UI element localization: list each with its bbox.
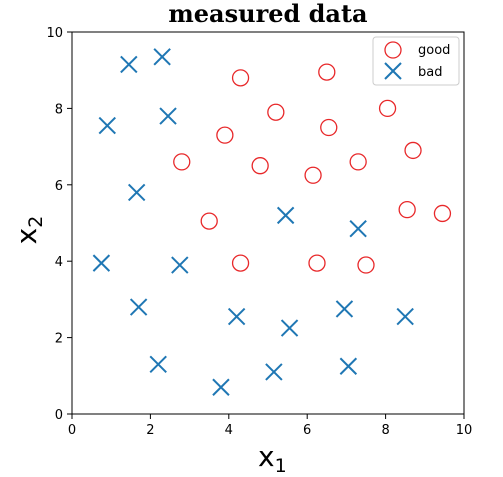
legend: good bad [372,36,460,86]
good-point [304,166,322,184]
y-tick-label: 10 [46,26,63,41]
x-tick-label: 4 [225,423,233,438]
plot-frame [71,31,465,415]
bad-point [92,254,111,272]
bad-point [396,307,414,326]
bad-point [129,298,148,316]
bad-point [127,183,146,202]
y-tick-label: 8 [55,102,63,117]
x-tick-label: 10 [456,423,473,438]
good-point [231,69,250,87]
bad-point [265,363,283,381]
y-tick-label: 0 [55,408,63,423]
x-tick-label: 2 [146,423,154,438]
good-point [216,126,234,144]
good-point [251,157,269,175]
bad-point [339,357,358,375]
bad-point [153,48,171,66]
bad-point [120,55,138,74]
chart-title: measured data [168,0,367,28]
y-tick-label: 4 [55,255,63,270]
bad-point [159,107,177,125]
data-points [92,48,452,396]
x-tick-label: 6 [303,423,311,438]
bad-point [349,220,367,238]
good-point [320,118,338,137]
bad-point [335,300,354,318]
y-axis-label-subscript: 2 [25,216,47,228]
x-tick-label: 8 [381,423,389,438]
good-point [378,99,397,118]
x-axis-label: x1 [258,440,287,477]
bad-point [98,116,116,135]
y-tick-label: 6 [55,179,63,194]
legend-bad-marker [384,62,402,80]
legend-good-marker [384,41,402,59]
bad-point [149,355,167,374]
good-point [200,212,218,230]
bad-point [280,319,299,337]
good-point [357,256,375,274]
good-point [173,153,191,171]
bad-point [171,256,189,274]
x-axis-ticks: 0 2 4 6 8 10 [68,414,472,438]
y-axis-ticks: 0 2 4 6 8 10 [46,26,72,423]
good-point [231,254,250,272]
good-point [404,141,422,160]
good-point [398,200,416,219]
x-tick-label: 0 [68,423,76,438]
legend-good-label: good [418,43,450,58]
good-point [349,153,367,171]
good-point [318,63,336,81]
y-axis-label-base: x [10,228,43,245]
bad-point [227,307,246,326]
bad-point [212,378,230,396]
legend-bad-label: bad [418,65,442,80]
x-axis-label-subscript: 1 [275,455,287,477]
good-point [267,103,285,121]
bad-point [276,206,295,225]
good-point [433,204,452,223]
good-point [308,254,326,272]
y-tick-label: 2 [55,332,63,347]
x-axis-label-base: x [258,440,275,473]
y-axis-label: x2 [10,216,47,245]
